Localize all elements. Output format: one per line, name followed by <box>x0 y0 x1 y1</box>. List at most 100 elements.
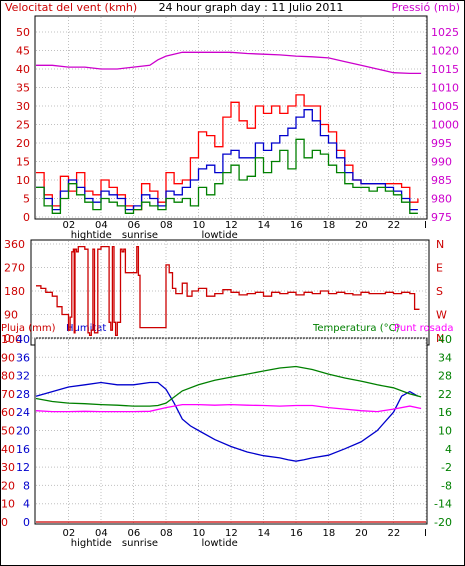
temperature-tick-label: 10 <box>438 425 452 438</box>
series-dewpoint <box>35 403 422 413</box>
wind-speed-tick-label: 40 <box>16 63 30 76</box>
temperature-tick-label: -20 <box>434 516 452 529</box>
wind-speed-tick-label: 10 <box>16 174 30 187</box>
hour-tick-label-wind: 10 <box>193 220 206 231</box>
pressure-tick-label: 1025 <box>431 26 459 39</box>
rain-tick-label: 70 <box>1 388 15 401</box>
temperature-tick-label: -2 <box>441 461 452 474</box>
humidity-tick-label: 12 <box>16 461 30 474</box>
hour-tick-label-wind: 22 <box>388 220 401 231</box>
chart-layers: 0510152025303540455097598098599099510001… <box>1 17 459 549</box>
wind-speed-tick-label: 15 <box>16 156 30 169</box>
humidity-tick-label: 0 <box>23 516 30 529</box>
hour-tick-label-climate: 02 <box>63 528 76 539</box>
dewpoint-axis-title: Punt rosada <box>394 323 453 334</box>
direction-tick-label: 270 <box>4 262 25 275</box>
rain-tick-label: 0 <box>1 516 8 529</box>
pressure-tick-label: 1020 <box>431 45 459 58</box>
hour-tick-label-climate: 14 <box>258 528 271 539</box>
hour-tick-label-climate: 20 <box>355 528 368 539</box>
direction-tick-label: 360 <box>4 238 25 251</box>
pressure-tick-label: 1015 <box>431 63 459 76</box>
series-wind_avg <box>36 138 418 214</box>
pressure-tick-label: 1010 <box>431 82 459 95</box>
humidity-tick-label: 32 <box>16 370 30 383</box>
rain-tick-label: 90 <box>1 351 15 364</box>
hour-tick-label-wind: 16 <box>290 220 303 231</box>
rain-tick-label: 40 <box>1 443 15 456</box>
event-label-wind: lowtide <box>201 230 237 241</box>
humidity-tick-label: 16 <box>16 443 30 456</box>
rain-tick-label: 60 <box>1 406 15 419</box>
temperature-tick-label: 34 <box>438 351 452 364</box>
hour-tick-label-wind: 08 <box>160 220 173 231</box>
hour-tick-label-wind: 02 <box>63 220 76 231</box>
event-label-wind: sunrise <box>122 230 158 241</box>
compass-tick-label: E <box>436 262 443 275</box>
hour-tick-label-climate: 08 <box>160 528 173 539</box>
temperature-tick-label: -14 <box>434 498 452 511</box>
wind-speed-tick-label: 25 <box>16 119 30 132</box>
hour-tick-label-climate: 16 <box>290 528 303 539</box>
pressure-tick-label: 980 <box>431 193 452 206</box>
pressure-tick-label: 985 <box>431 174 452 187</box>
wind-speed-tick-label: 35 <box>16 82 30 95</box>
direction-tick-label: 90 <box>4 309 18 322</box>
direction-tick-label: 180 <box>4 285 25 298</box>
event-label-wind: hightide <box>71 230 112 241</box>
series-direction <box>36 245 420 337</box>
humidity-tick-label: 20 <box>16 425 30 438</box>
rain-axis-title: Pluja (mm) <box>1 323 56 334</box>
hour-tick-label-climate: 12 <box>225 528 238 539</box>
wind-speed-tick-label: 30 <box>16 100 30 113</box>
humidity-tick-label: 4 <box>23 498 30 511</box>
rain-tick-label: 100 <box>1 333 22 346</box>
hour-tick-label-wind: I <box>424 220 427 231</box>
compass-tick-label: W <box>436 309 447 322</box>
hour-tick-label-wind: 06 <box>128 220 141 231</box>
event-label-climate: lowtide <box>201 538 237 549</box>
compass-tick-label: N <box>436 238 444 251</box>
pressure-tick-label: 1005 <box>431 100 459 113</box>
hour-tick-label-wind: 14 <box>258 220 271 231</box>
wind-speed-tick-label: 50 <box>16 26 30 39</box>
hour-tick-label-wind: 20 <box>355 220 368 231</box>
rain-tick-label: 50 <box>1 425 15 438</box>
wind-speed-axis-title: Velocitat del vent (kmh) <box>5 1 137 14</box>
temperature-tick-label: 4 <box>445 443 452 456</box>
wind-speed-tick-label: 5 <box>23 193 30 206</box>
pressure-tick-label: 990 <box>431 156 452 169</box>
hour-tick-label-wind: 12 <box>225 220 238 231</box>
wind-speed-tick-label: 0 <box>23 211 30 224</box>
hour-tick-label-climate: 04 <box>95 528 108 539</box>
wind-speed-tick-label: 45 <box>16 45 30 58</box>
pressure-tick-label: 975 <box>431 211 452 224</box>
compass-tick-label: N <box>436 332 444 345</box>
event-label-climate: sunrise <box>122 538 158 549</box>
humidity-tick-label: 28 <box>16 388 30 401</box>
wind-speed-tick-label: 20 <box>16 137 30 150</box>
humidity-axis-title: Humitat <box>66 323 106 334</box>
rain-tick-label: 20 <box>1 479 15 492</box>
direction-tick-label: 0 <box>4 332 11 345</box>
humidity-tick-label: 24 <box>16 406 30 419</box>
series-humidity <box>35 381 419 462</box>
humidity-tick-label: 40 <box>16 333 30 346</box>
event-label-climate: hightide <box>71 538 112 549</box>
hour-tick-label-climate: 22 <box>388 528 401 539</box>
pressure-tick-label: 1000 <box>431 119 459 132</box>
temperature-tick-label: 40 <box>438 333 452 346</box>
hour-tick-label-climate: I <box>424 528 427 539</box>
pressure-axis-title: Pressió (mb) <box>391 1 460 14</box>
graph-title: 24 hour graph day : 11 Julio 2011 <box>159 1 344 14</box>
rain-tick-label: 80 <box>1 370 15 383</box>
rain-tick-label: 30 <box>1 461 15 474</box>
pressure-tick-label: 995 <box>431 137 452 150</box>
humidity-tick-label: 36 <box>16 351 30 364</box>
temperature-axis-title: Temperatura (°C) <box>312 323 400 334</box>
series-pressure <box>36 51 422 75</box>
hour-tick-label-climate: 18 <box>323 528 336 539</box>
temperature-tick-label: -8 <box>441 479 452 492</box>
hour-tick-label-wind: 18 <box>323 220 336 231</box>
series-temperature <box>35 365 422 407</box>
